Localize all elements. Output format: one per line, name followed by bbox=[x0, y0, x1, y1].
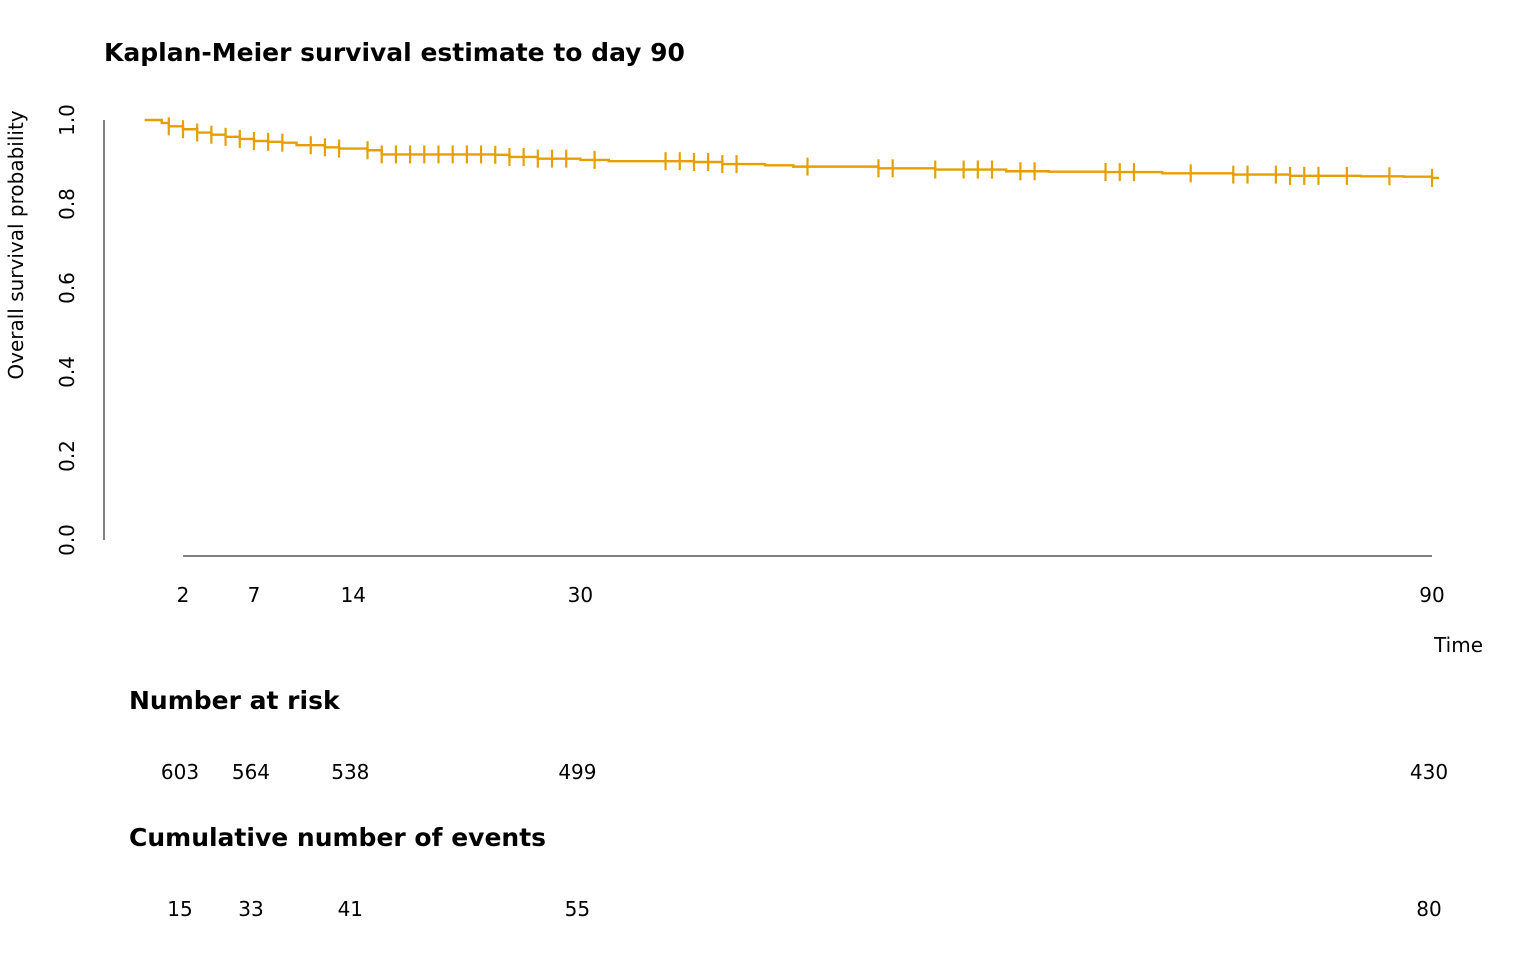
event-count-value: 80 bbox=[1416, 897, 1441, 921]
x-axis: 2 7 14 30 90 bbox=[177, 555, 1445, 607]
x-tick-label: 30 bbox=[568, 583, 593, 607]
number-at-risk-title: Number at risk bbox=[129, 686, 341, 715]
at-risk-value: 603 bbox=[161, 760, 199, 784]
chart-title: Kaplan-Meier survival estimate to day 90 bbox=[104, 38, 685, 67]
event-count-value: 15 bbox=[167, 897, 192, 921]
at-risk-value: 564 bbox=[232, 760, 270, 784]
censor-marks bbox=[167, 117, 1434, 187]
y-tick-label: 0.6 bbox=[55, 272, 79, 304]
number-at-risk-row: 603 564 538 499 430 bbox=[161, 760, 1448, 784]
x-axis-label: Time bbox=[1433, 633, 1483, 657]
x-tick-label: 14 bbox=[341, 583, 366, 607]
y-tick-label: 0.2 bbox=[55, 440, 79, 472]
x-tick-label: 2 bbox=[177, 583, 190, 607]
y-tick-label: 0.8 bbox=[55, 188, 79, 220]
y-tick-label: 0.4 bbox=[55, 356, 79, 388]
y-axis-label: Overall survival probability bbox=[4, 110, 28, 379]
cumulative-events-title: Cumulative number of events bbox=[129, 823, 546, 852]
event-count-value: 55 bbox=[565, 897, 590, 921]
x-tick-label: 7 bbox=[248, 583, 261, 607]
at-risk-value: 538 bbox=[331, 760, 369, 784]
at-risk-value: 430 bbox=[1410, 760, 1448, 784]
y-tick-label: 1.0 bbox=[55, 104, 79, 136]
x-tick-label: 90 bbox=[1419, 583, 1444, 607]
cumulative-events-row: 15 33 41 55 80 bbox=[167, 897, 1441, 921]
event-count-value: 41 bbox=[338, 897, 363, 921]
survival-curve bbox=[144, 118, 1440, 180]
y-tick-label: 0.0 bbox=[55, 524, 79, 556]
y-axis: 0.0 0.2 0.4 0.6 0.8 1.0 bbox=[55, 104, 105, 556]
at-risk-value: 499 bbox=[558, 760, 596, 784]
event-count-value: 33 bbox=[238, 897, 263, 921]
survival-step-line bbox=[144, 118, 1440, 180]
